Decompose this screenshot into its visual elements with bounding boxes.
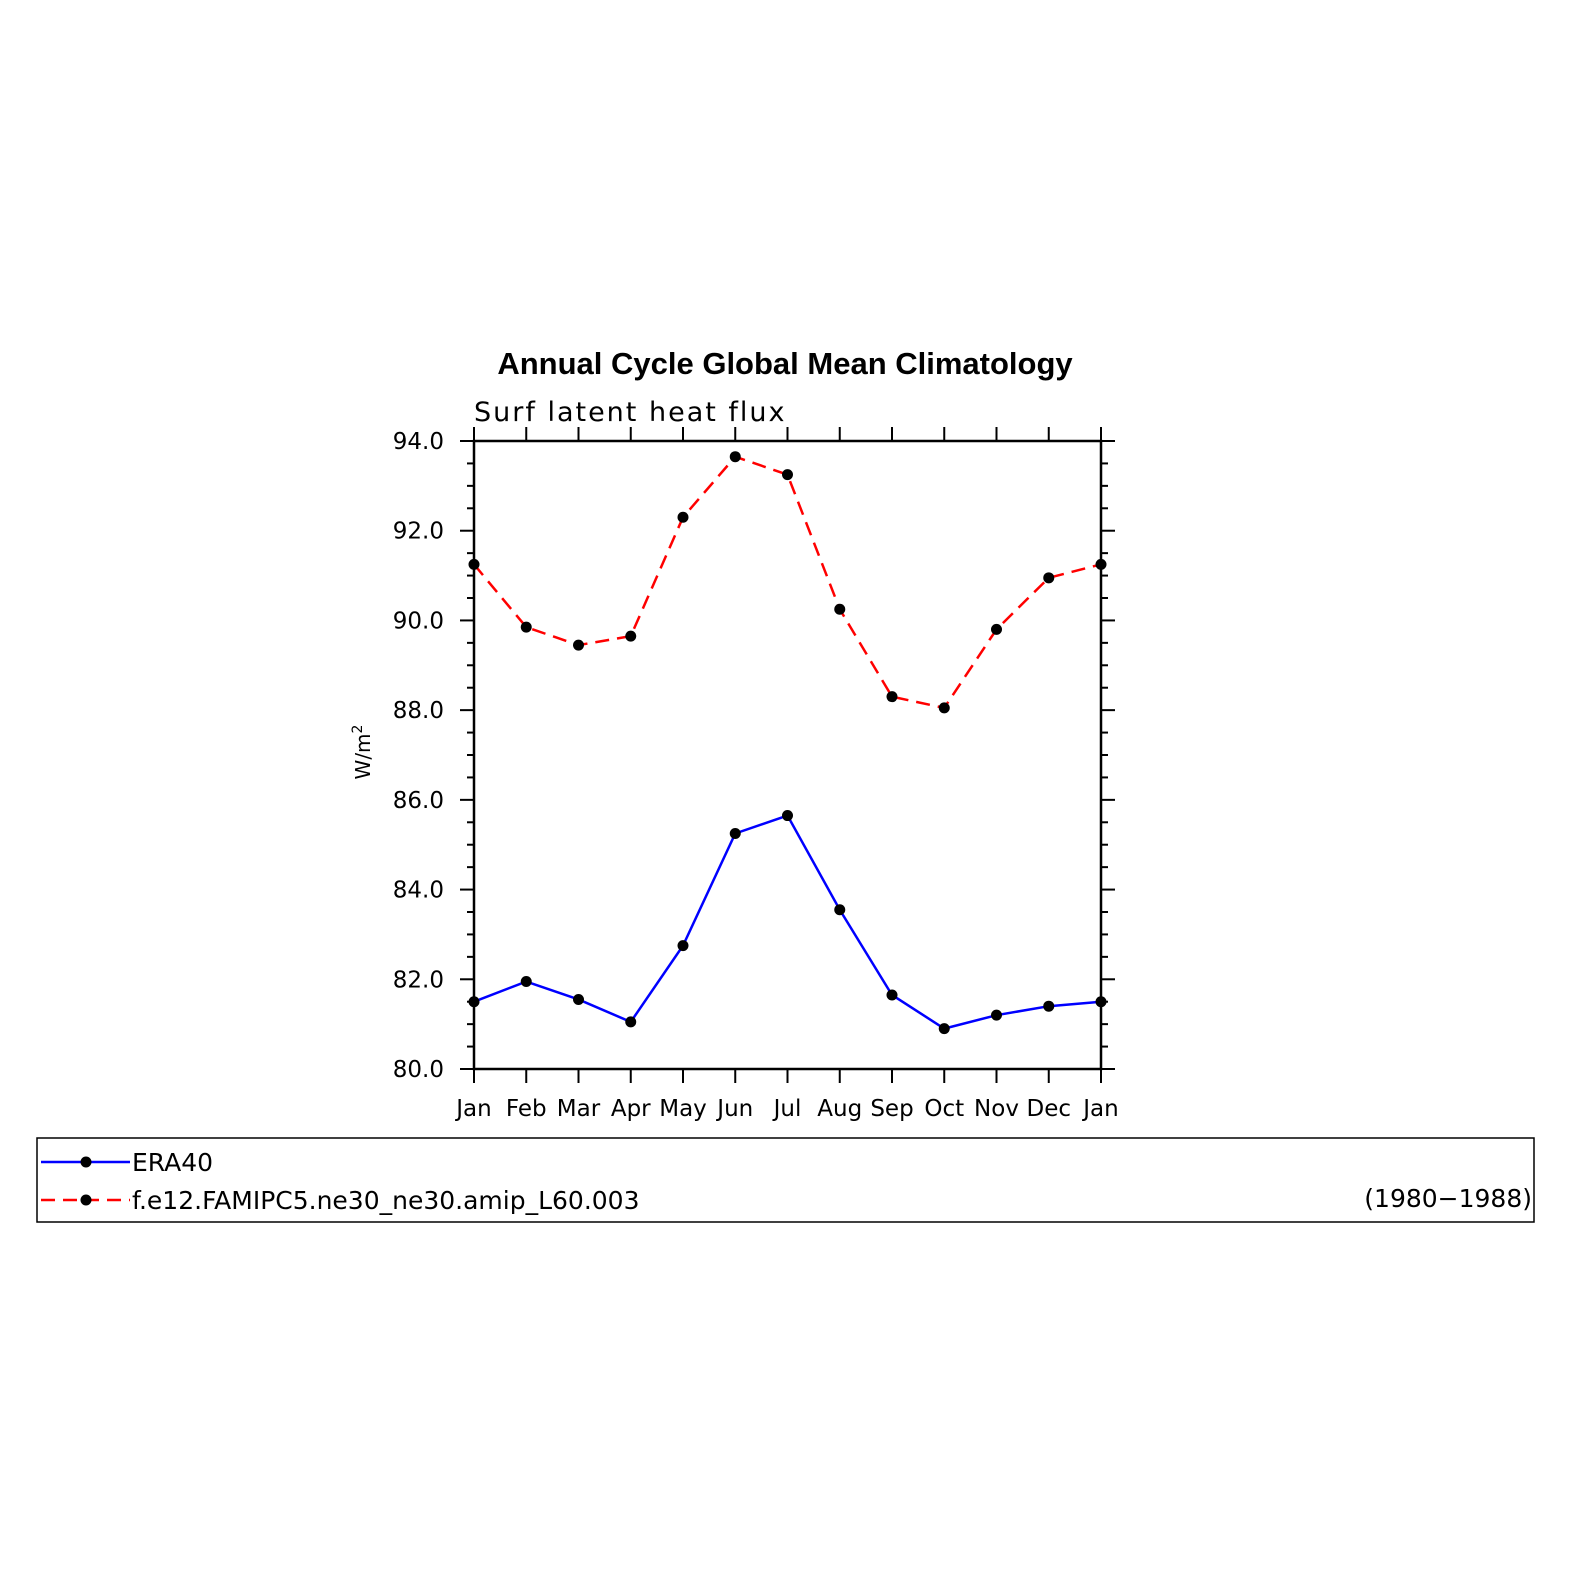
x-tick-label: Mar <box>557 1096 601 1122</box>
legend-box <box>36 1137 1535 1223</box>
legend-marker <box>80 1194 92 1206</box>
data-point <box>834 603 846 615</box>
data-point <box>1043 572 1055 584</box>
x-tick-label: Nov <box>974 1096 1019 1122</box>
chart-subtitle: Surf latent heat flux <box>474 397 787 428</box>
data-point <box>729 828 741 839</box>
x-tick-label: Jan <box>454 1096 491 1122</box>
y-tick-label: 88.0 <box>393 698 444 724</box>
data-point <box>468 558 480 570</box>
legend-label: ERA40 <box>132 1148 213 1177</box>
data-point <box>468 996 480 1008</box>
data-point <box>991 623 1002 635</box>
y-tick-label: 82.0 <box>393 967 444 993</box>
data-point <box>938 1023 950 1035</box>
data-point <box>729 451 741 463</box>
series-0 <box>468 810 1107 1035</box>
plot-frame <box>472 439 1103 1071</box>
data-point <box>886 989 898 1001</box>
series-layer <box>468 451 1107 1035</box>
x-tick-label: Sep <box>870 1096 913 1122</box>
series-line <box>473 455 1102 710</box>
legend-annotation: (1980−1988) <box>1364 1184 1532 1213</box>
legend-label: f.e12.FAMIPC5.ne30_ne30.amip_L60.003 <box>132 1186 640 1215</box>
data-point <box>625 1016 637 1028</box>
series-line <box>473 814 1102 1030</box>
series-1 <box>468 451 1107 714</box>
plot-axes: 80.0 82.0 84.0 86.0 88.0 90.0 92.0 94.0 Jan Feb Ma… <box>393 427 1119 1122</box>
data-point <box>677 511 689 523</box>
data-point <box>834 904 846 916</box>
y-axis-label-text: W/m <box>351 733 375 779</box>
y-axis-label: W/m2 <box>350 725 375 780</box>
data-point <box>1095 996 1107 1008</box>
data-point <box>1095 558 1107 570</box>
x-tick-label: May <box>659 1096 707 1122</box>
y-tick-label: 90.0 <box>393 608 444 634</box>
data-point <box>1043 1000 1055 1012</box>
x-tick-label: Jun <box>715 1096 753 1122</box>
x-tick-label: Feb <box>506 1096 547 1122</box>
chart-title: Annual Cycle Global Mean Climatology <box>497 346 1073 381</box>
legend-marker <box>80 1156 92 1168</box>
data-point <box>782 810 793 822</box>
x-tick-label: Oct <box>924 1096 964 1122</box>
data-point <box>520 621 532 633</box>
data-point <box>991 1009 1002 1021</box>
data-point <box>573 993 584 1005</box>
legend: (1980−1988) ERA40 f.e12.FAMIPC5.ne30_ne30… <box>36 1137 1535 1223</box>
y-tick-label: 92.0 <box>393 519 444 545</box>
data-point <box>938 702 950 714</box>
y-tick-label: 84.0 <box>393 878 444 904</box>
x-tick-label: Aug <box>817 1096 862 1122</box>
data-point <box>625 630 637 642</box>
y-axis-label-superscript: 2 <box>350 725 366 734</box>
y-tick-label: 80.0 <box>393 1057 444 1083</box>
data-point <box>573 639 584 651</box>
x-tick-label: Jan <box>1081 1096 1118 1122</box>
x-tick-label: Apr <box>611 1096 651 1122</box>
y-tick-label: 94.0 <box>393 429 444 455</box>
y-tick-label: 86.0 <box>393 788 444 814</box>
data-point <box>886 691 898 703</box>
data-point <box>520 976 532 988</box>
data-point <box>782 469 793 481</box>
data-point <box>677 940 689 952</box>
x-tick-label: Dec <box>1026 1096 1071 1122</box>
x-tick-label: Jul <box>772 1096 802 1122</box>
